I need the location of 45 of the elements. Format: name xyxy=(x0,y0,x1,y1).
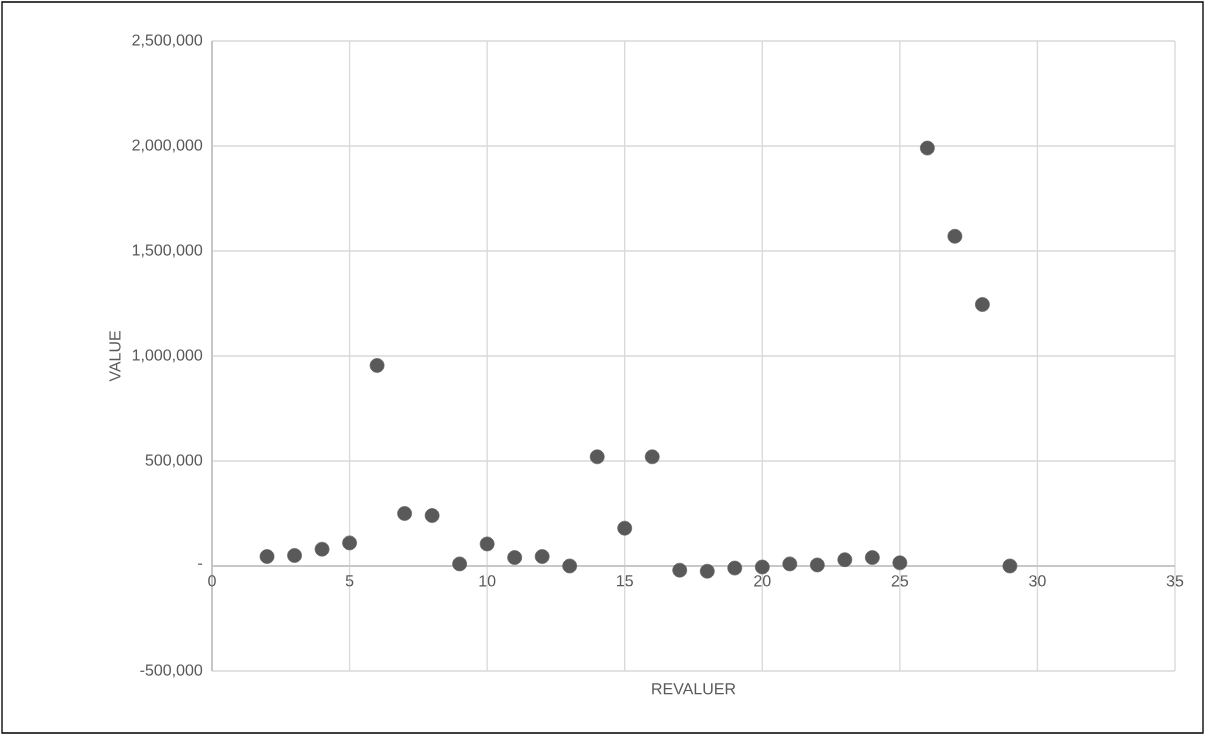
x-tick-label: 15 xyxy=(617,575,633,587)
point xyxy=(837,552,853,568)
y-tick-label: 500,000 xyxy=(145,454,203,468)
point xyxy=(397,506,412,521)
point xyxy=(920,140,935,156)
point xyxy=(727,560,743,576)
y-tick-label: 1,000,000 xyxy=(132,349,203,363)
point xyxy=(975,297,990,312)
x-tick-label: 20 xyxy=(754,575,771,587)
x-tick-label: 30 xyxy=(1029,575,1046,587)
x-tick-label: 10 xyxy=(479,575,496,587)
y-tick-label: - xyxy=(198,563,203,565)
point xyxy=(314,541,330,557)
point xyxy=(947,228,963,244)
point xyxy=(369,358,385,373)
point xyxy=(589,449,605,465)
y-axis-title: VALUE xyxy=(109,331,121,382)
point xyxy=(287,548,302,563)
y-tick-label: 2,500,000 xyxy=(132,34,203,48)
point xyxy=(562,558,578,574)
point xyxy=(259,549,275,564)
point xyxy=(534,549,550,564)
x-tick-label: 25 xyxy=(891,575,909,587)
point xyxy=(672,562,688,578)
point xyxy=(507,550,522,565)
point xyxy=(892,555,908,571)
y-tick-label: 2,000,000 xyxy=(132,139,203,153)
point xyxy=(809,557,825,573)
x-axis-title: REVALUER xyxy=(652,683,736,695)
point xyxy=(699,563,715,579)
point xyxy=(617,520,633,536)
point xyxy=(452,556,467,572)
x-tick-label: 0 xyxy=(208,575,216,587)
point xyxy=(479,536,495,552)
point xyxy=(342,535,357,551)
point xyxy=(754,559,770,575)
point xyxy=(1002,558,1018,574)
x-tick-label: 35 xyxy=(1166,575,1184,587)
x-tick-label: 5 xyxy=(345,575,354,587)
point xyxy=(865,550,880,565)
y-tick-label: -500,000 xyxy=(140,664,203,678)
y-tick-label: 1,500,000 xyxy=(132,244,203,258)
point xyxy=(424,508,440,523)
point xyxy=(644,449,660,465)
point xyxy=(782,556,798,572)
